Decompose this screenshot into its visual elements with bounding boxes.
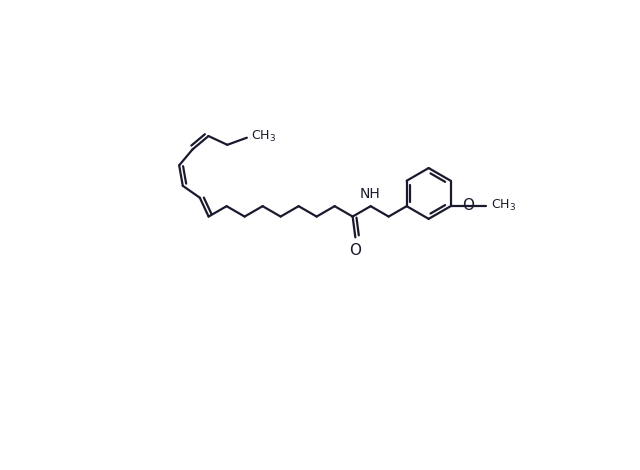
Text: NH: NH [360,187,380,201]
Text: CH$_3$: CH$_3$ [491,198,516,213]
Text: O: O [349,243,362,258]
Text: O: O [462,198,474,213]
Text: CH$_3$: CH$_3$ [252,129,276,144]
